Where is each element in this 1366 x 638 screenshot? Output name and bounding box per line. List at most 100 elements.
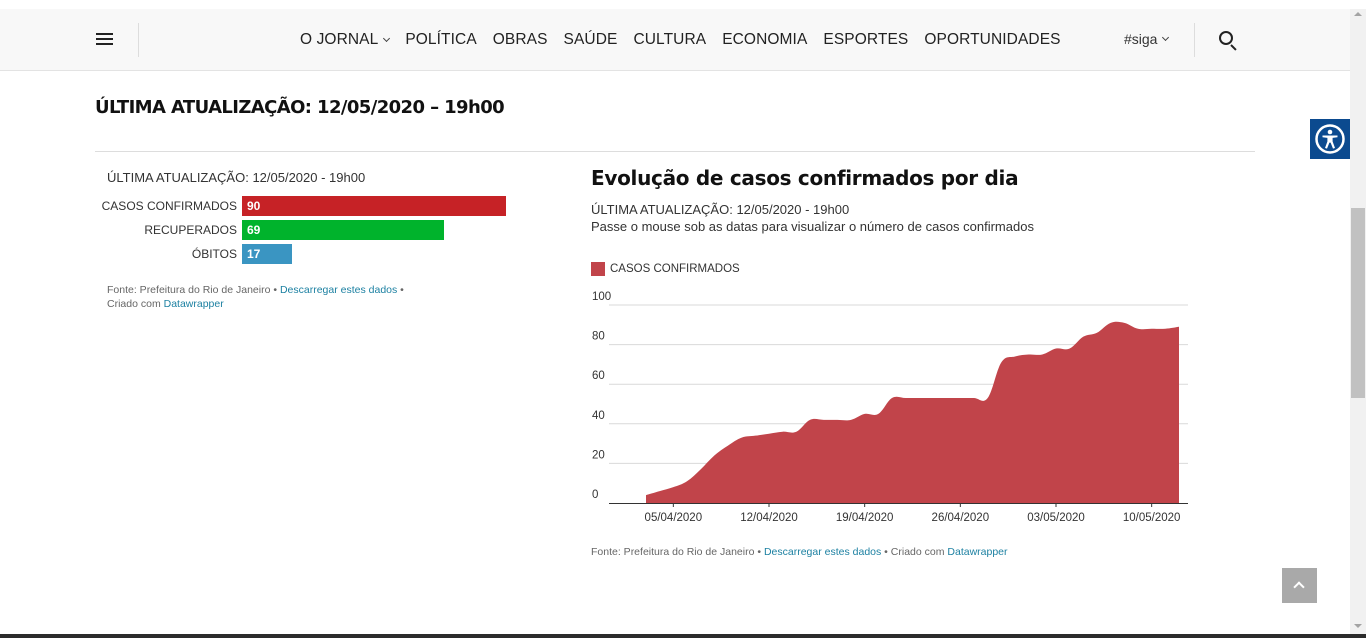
header-divider	[1194, 23, 1195, 57]
data-point[interactable]	[931, 396, 935, 400]
data-point[interactable]	[904, 396, 908, 400]
siga-label: #siga	[1124, 31, 1158, 47]
y-tick-label: 0	[592, 489, 598, 501]
data-point[interactable]	[753, 434, 757, 438]
created-with-text: • Criado com	[881, 546, 945, 558]
data-point[interactable]	[671, 485, 675, 489]
area-chart-source: Fonte: Prefeitura do Rio de Janeiro • De…	[591, 545, 1008, 559]
x-tick-label: 05/04/2020	[645, 512, 703, 524]
data-point[interactable]	[808, 418, 812, 422]
bar-chart-source: Fonte: Prefeitura do Rio de Janeiro • De…	[107, 283, 404, 311]
data-point[interactable]	[1095, 331, 1099, 335]
datawrapper-link[interactable]: Datawrapper	[163, 298, 224, 310]
data-point[interactable]	[1013, 354, 1017, 358]
bar[interactable]: 69	[242, 220, 445, 240]
data-point[interactable]	[863, 412, 867, 416]
accessibility-button[interactable]	[1310, 119, 1350, 159]
data-point[interactable]	[1027, 353, 1031, 357]
header-divider	[138, 23, 139, 57]
taskbar-strip	[0, 634, 1366, 638]
nav-item-label: O JORNAL	[300, 31, 379, 48]
scroll-down-arrow-icon[interactable]	[1354, 624, 1362, 628]
data-point[interactable]	[917, 396, 921, 400]
x-tick-label: 10/05/2020	[1123, 512, 1181, 524]
y-tick-label: 60	[592, 370, 605, 382]
data-point[interactable]	[986, 396, 990, 400]
data-point[interactable]	[1109, 321, 1113, 325]
data-point[interactable]	[999, 360, 1003, 364]
main-nav: O JORNAL POLÍTICA OBRAS SAÚDE CULTURA EC…	[292, 9, 1069, 71]
x-tick-label: 03/05/2020	[1027, 512, 1085, 524]
data-point[interactable]	[794, 430, 798, 434]
area-chart-title: Evolução de casos confirmados por dia	[591, 166, 1019, 190]
data-point[interactable]	[658, 489, 662, 493]
data-point[interactable]	[1136, 327, 1140, 331]
data-point[interactable]	[1150, 327, 1154, 331]
data-point[interactable]	[726, 444, 730, 448]
bar-chart-updated: ÚLTIMA ATUALIZAÇÃO: 12/05/2020 - 19h00	[107, 170, 366, 185]
chevron-up-icon	[1293, 581, 1305, 593]
created-with-text: Criado com	[107, 298, 161, 310]
data-point[interactable]	[890, 396, 894, 400]
data-point[interactable]	[1177, 325, 1181, 329]
bar-value-label: 69	[247, 223, 261, 237]
download-data-link[interactable]: Descarregar estes dados	[279, 284, 398, 296]
source-separator: •	[397, 284, 404, 296]
area-chart[interactable]: 0 20 40 60 80 100 05/04/2020 12/04/2020 19/04/20…	[585, 283, 1195, 529]
page-headline: ÚLTIMA ATUALIZAÇÃO: 12/05/2020 – 19h00	[95, 97, 505, 118]
data-point[interactable]	[822, 418, 826, 422]
siga-dropdown[interactable]: #siga	[1124, 31, 1170, 47]
data-point[interactable]	[1081, 335, 1085, 339]
y-tick-label: 80	[592, 331, 605, 343]
nav-item-politica[interactable]: POLÍTICA	[405, 31, 477, 48]
nav-item-o-jornal[interactable]: O JORNAL	[300, 31, 391, 49]
x-tick-label: 19/04/2020	[836, 512, 894, 524]
section-divider	[95, 151, 1255, 152]
chevron-down-icon	[1162, 33, 1170, 41]
data-point[interactable]	[781, 430, 785, 434]
area-chart-legend: CASOS CONFIRMADOS	[591, 262, 740, 276]
bar[interactable]: 17	[242, 244, 292, 264]
x-tick-label: 12/04/2020	[740, 512, 798, 524]
bar-row: ÓBITOS 17	[95, 244, 292, 264]
datawrapper-link[interactable]: Datawrapper	[947, 546, 1008, 558]
data-point[interactable]	[972, 396, 976, 400]
hamburger-menu-icon[interactable]	[92, 28, 118, 52]
download-data-link[interactable]: Descarregar estes dados	[763, 546, 882, 558]
data-point[interactable]	[644, 493, 648, 497]
bar-row: RECUPERADOS 69	[95, 220, 445, 240]
data-point[interactable]	[876, 412, 880, 416]
bar[interactable]: 90	[242, 196, 506, 216]
scrollbar-thumb[interactable]	[1351, 208, 1365, 398]
search-icon[interactable]	[1216, 28, 1240, 52]
data-point[interactable]	[1068, 347, 1072, 351]
nav-item-economia[interactable]: ECONOMIA	[722, 31, 808, 48]
nav-item-saude[interactable]: SAÚDE	[563, 31, 618, 48]
data-point[interactable]	[740, 436, 744, 440]
accessibility-icon	[1315, 124, 1345, 154]
back-to-top-button[interactable]	[1282, 568, 1317, 603]
data-point[interactable]	[1122, 321, 1126, 325]
data-point[interactable]	[712, 453, 716, 457]
data-point[interactable]	[699, 467, 703, 471]
nav-item-oportunidades[interactable]: OPORTUNIDADES	[924, 31, 1061, 48]
data-point[interactable]	[958, 396, 962, 400]
nav-item-obras[interactable]: OBRAS	[492, 31, 548, 48]
data-point[interactable]	[1054, 347, 1058, 351]
data-point[interactable]	[1040, 353, 1044, 357]
data-point[interactable]	[1163, 327, 1167, 331]
data-point[interactable]	[685, 479, 689, 483]
nav-item-esportes[interactable]: ESPORTES	[823, 31, 909, 48]
data-point[interactable]	[767, 432, 771, 436]
area-series-casos-confirmados[interactable]	[646, 321, 1179, 503]
bar-row: CASOS CONFIRMADOS 90	[95, 196, 506, 216]
nav-item-cultura[interactable]: CULTURA	[633, 31, 707, 48]
chevron-down-icon	[383, 34, 391, 42]
y-tick-label: 20	[592, 449, 605, 461]
data-point[interactable]	[849, 418, 853, 422]
data-point[interactable]	[945, 396, 949, 400]
scroll-up-arrow-icon[interactable]	[1354, 12, 1362, 16]
area-chart-updated: ÚLTIMA ATUALIZAÇÃO: 12/05/2020 - 19h00	[591, 202, 850, 217]
data-point[interactable]	[835, 418, 839, 422]
y-tick-label: 100	[592, 291, 611, 303]
